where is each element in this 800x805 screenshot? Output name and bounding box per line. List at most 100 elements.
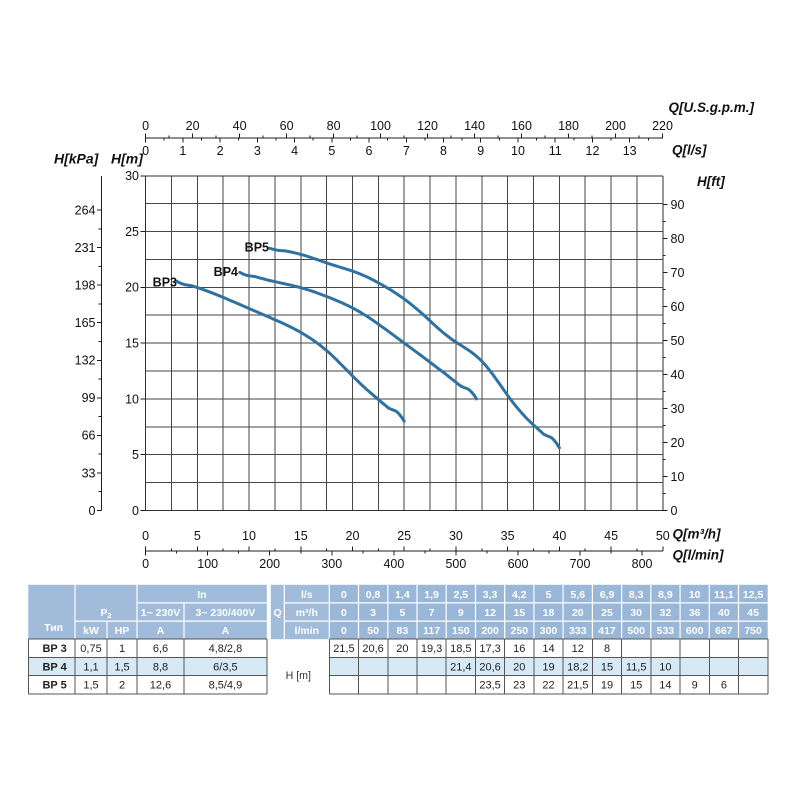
svg-text:20: 20 (671, 436, 685, 450)
svg-text:0: 0 (142, 529, 149, 543)
svg-text:18: 18 (543, 607, 555, 619)
svg-text:10: 10 (511, 144, 525, 158)
svg-text:333: 333 (569, 625, 587, 637)
svg-text:Q: Q (274, 607, 282, 619)
svg-text:21,4: 21,4 (450, 661, 471, 673)
svg-text:40: 40 (718, 607, 730, 619)
svg-text:15: 15 (601, 661, 613, 673)
svg-text:117: 117 (423, 625, 440, 637)
svg-text:250: 250 (511, 625, 529, 637)
svg-text:20: 20 (186, 119, 200, 133)
svg-text:3: 3 (370, 607, 376, 619)
svg-text:A: A (222, 625, 230, 637)
svg-text:3~ 230/400V: 3~ 230/400V (195, 607, 255, 619)
svg-text:0: 0 (142, 144, 149, 158)
svg-text:600: 600 (508, 557, 529, 571)
svg-text:132: 132 (75, 354, 96, 368)
svg-text:264: 264 (75, 204, 96, 218)
svg-text:6: 6 (721, 680, 727, 692)
svg-text:25: 25 (125, 225, 139, 239)
svg-text:500: 500 (445, 557, 466, 571)
svg-text:120: 120 (417, 119, 438, 133)
svg-text:7: 7 (403, 144, 410, 158)
svg-text:40: 40 (552, 529, 566, 543)
svg-text:80: 80 (327, 119, 341, 133)
svg-text:H [m]: H [m] (286, 670, 311, 682)
svg-text:1,5: 1,5 (83, 680, 98, 692)
svg-text:1~ 230V: 1~ 230V (141, 607, 180, 619)
svg-text:5: 5 (399, 607, 405, 619)
svg-text:20: 20 (572, 607, 584, 619)
svg-text:40: 40 (671, 368, 685, 382)
svg-text:180: 180 (558, 119, 579, 133)
svg-text:33: 33 (82, 466, 96, 480)
svg-text:80: 80 (671, 232, 685, 246)
svg-text:60: 60 (280, 119, 294, 133)
svg-text:14: 14 (659, 680, 671, 692)
svg-text:300: 300 (540, 625, 558, 637)
svg-text:15: 15 (294, 529, 308, 543)
svg-text:667: 667 (715, 625, 733, 637)
svg-text:30: 30 (630, 607, 642, 619)
svg-text:8,3: 8,3 (629, 589, 644, 601)
svg-text:kW: kW (83, 625, 99, 637)
svg-text:20: 20 (125, 281, 139, 295)
svg-text:35: 35 (501, 529, 515, 543)
svg-text:16: 16 (513, 643, 525, 655)
svg-text:BP3: BP3 (153, 276, 177, 290)
svg-text:3,3: 3,3 (483, 589, 498, 601)
svg-text:32: 32 (660, 607, 672, 619)
svg-text:70: 70 (671, 266, 685, 280)
svg-text:11,5: 11,5 (626, 661, 647, 673)
svg-text:18,5: 18,5 (450, 643, 471, 655)
svg-text:45: 45 (747, 607, 759, 619)
svg-text:2,5: 2,5 (453, 589, 468, 601)
svg-text:11: 11 (549, 144, 562, 158)
svg-text:BP 4: BP 4 (42, 661, 67, 673)
svg-text:18,2: 18,2 (567, 661, 588, 673)
svg-text:4,2: 4,2 (512, 589, 527, 601)
svg-text:l/s: l/s (301, 589, 313, 601)
svg-text:8: 8 (604, 643, 610, 655)
svg-text:200: 200 (605, 119, 626, 133)
svg-text:0: 0 (671, 504, 678, 518)
svg-text:198: 198 (75, 279, 96, 293)
svg-text:3: 3 (254, 144, 261, 158)
svg-text:90: 90 (671, 198, 685, 212)
svg-text:30: 30 (449, 529, 463, 543)
svg-text:P2: P2 (100, 607, 111, 620)
svg-text:9: 9 (477, 144, 484, 158)
svg-text:BP5: BP5 (245, 241, 269, 255)
svg-text:30: 30 (671, 402, 685, 416)
svg-text:1,5: 1,5 (114, 661, 129, 673)
svg-text:417: 417 (598, 625, 616, 637)
svg-text:1,1: 1,1 (83, 661, 98, 673)
svg-text:10: 10 (242, 529, 256, 543)
svg-text:0: 0 (341, 589, 347, 601)
svg-text:H[kPa]: H[kPa] (54, 150, 100, 166)
svg-text:Q[U.S.g.p.m.]: Q[U.S.g.p.m.] (669, 100, 755, 115)
svg-text:25: 25 (601, 607, 613, 619)
svg-text:14: 14 (542, 643, 554, 655)
svg-text:50: 50 (367, 625, 379, 637)
svg-text:533: 533 (657, 625, 675, 637)
svg-text:2: 2 (119, 680, 125, 692)
svg-text:0: 0 (142, 557, 149, 571)
svg-text:23: 23 (513, 680, 525, 692)
svg-text:6: 6 (366, 144, 373, 158)
svg-text:60: 60 (671, 300, 685, 314)
svg-text:20,6: 20,6 (479, 661, 500, 673)
svg-text:0: 0 (341, 625, 347, 637)
svg-text:150: 150 (452, 625, 470, 637)
svg-text:200: 200 (481, 625, 499, 637)
svg-text:21,5: 21,5 (567, 680, 588, 692)
svg-text:12,6: 12,6 (150, 680, 171, 692)
svg-text:l/min: l/min (295, 625, 320, 637)
svg-text:12,5: 12,5 (743, 589, 764, 601)
svg-text:17,3: 17,3 (479, 643, 500, 655)
svg-text:2: 2 (217, 144, 224, 158)
svg-text:5: 5 (194, 529, 201, 543)
svg-text:BP4: BP4 (214, 265, 238, 279)
svg-text:19: 19 (601, 680, 613, 692)
svg-text:1: 1 (179, 144, 186, 158)
